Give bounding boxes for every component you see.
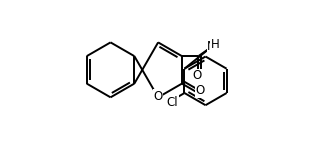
Text: N: N	[207, 40, 216, 53]
Text: O: O	[192, 69, 202, 82]
Text: O: O	[195, 84, 204, 97]
Text: O: O	[154, 90, 163, 103]
Text: Cl: Cl	[166, 96, 178, 108]
Text: H: H	[211, 38, 220, 51]
Text: H: H	[210, 40, 219, 52]
